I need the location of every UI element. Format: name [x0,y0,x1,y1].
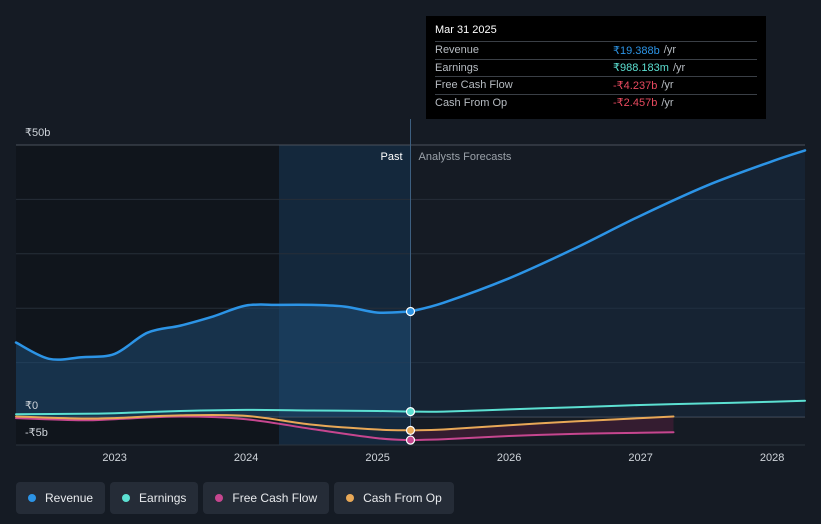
series-line-revenue [14,303,412,361]
tooltip-value: -₹4.237b [613,79,658,92]
marker-free-cash-flow [405,435,416,445]
tooltip-value: ₹19.388b [613,44,660,57]
legend-dot-icon [28,494,36,502]
tooltip-row-free-cash-flow: Free Cash Flow -₹4.237b /yr [435,76,757,94]
series-line-cash-from-op [15,413,412,432]
series-line-earnings-forecast [409,399,806,413]
y-tick-label: ₹50b [25,127,50,139]
series-line-free-cash-flow [15,415,412,442]
legend-revenue[interactable]: Revenue [16,482,106,514]
tooltip-unit: /yr [661,96,674,109]
series-line-earnings [15,408,412,416]
legend-dot-icon [122,494,131,502]
tooltip-label: Revenue [435,44,480,57]
revenue-area-past [16,304,411,417]
legend-dot-icon [346,494,355,502]
legend-free-cash-flow[interactable]: Free Cash Flow [203,482,330,514]
legend-cash-from-op[interactable]: Cash From Op [334,482,454,514]
chart-legend: Revenue Earnings Free Cash Flow Cash Fro… [16,482,454,514]
legend-dot-icon [215,494,224,502]
x-tick-label: 2023 [102,452,126,464]
tooltip-row-revenue: Revenue ₹19.388b /yr [435,41,757,59]
marker-cash-from-op [405,425,416,435]
tooltip-row-cash-from-op: Cash From Op -₹2.457b /yr [435,93,757,112]
x-tick-label: 2024 [234,452,258,464]
tooltip-label: Cash From Op [435,96,508,109]
tooltip-unit: /yr [663,44,676,57]
tooltip-value: -₹2.457b [613,97,658,110]
series-line-revenue-forecast [409,149,807,313]
cash-flow-band [410,416,674,441]
series-line-cash-from-op-forecast [409,415,675,432]
tooltip-unit: /yr [661,79,674,92]
forecast-label: Analysts Forecasts [419,151,512,163]
tooltip-label: Free Cash Flow [435,79,513,92]
marker-revenue [405,306,416,317]
tooltip-row-earnings: Earnings ₹988.183m /yr [435,58,757,77]
x-tick-label: 2027 [628,452,652,464]
legend-label: Free Cash Flow [232,491,318,505]
tooltip-date: Mar 31 2025 [435,24,497,36]
tooltip-unit: /yr [672,61,686,74]
marker-earnings [405,407,416,417]
x-tick-label: 2026 [497,452,521,464]
legend-label: Cash From Op [363,491,442,505]
x-tick-label: 2025 [365,452,389,464]
legend-label: Earnings [139,491,187,505]
revenue-area-forecast [410,150,805,417]
data-tooltip: Mar 31 2025 Revenue ₹19.388b /yr Earning… [426,16,766,119]
x-tick-label: 2028 [760,452,784,464]
past-label: Past [380,151,402,163]
y-tick-label: -₹5b [25,427,48,439]
y-tick-label: ₹0 [25,400,38,412]
tooltip-value: ₹988.183m [613,62,669,75]
series-line-free-cash-flow-forecast [409,431,675,442]
tooltip-label: Earnings [435,61,479,74]
legend-earnings[interactable]: Earnings [110,482,199,514]
legend-label: Revenue [45,491,94,505]
